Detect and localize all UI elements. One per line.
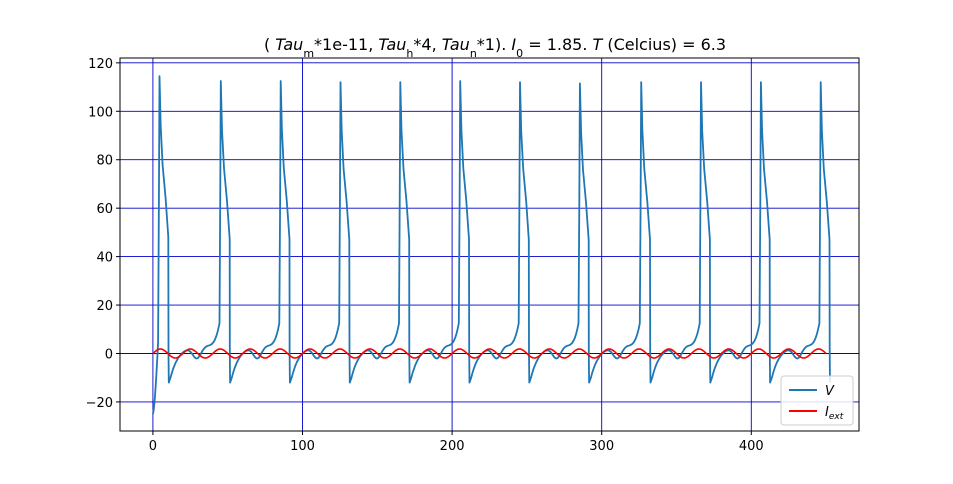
title-part: (Celcius) = 6.3	[602, 35, 726, 54]
y-tick-label: 80	[96, 154, 113, 169]
x-tick-label: 400	[739, 439, 764, 454]
title-part: Tau	[275, 35, 303, 54]
x-tick-label: 200	[440, 439, 465, 454]
legend-label-main: I	[825, 405, 829, 420]
plot-frame	[119, 57, 860, 432]
grid	[120, 58, 859, 431]
title-part: = 1.85.	[523, 35, 592, 54]
chart-title: ( Taum*1e-11, Tauh*4, Taun*1). I0 = 1.85…	[264, 35, 726, 60]
title-part: Tau	[442, 35, 470, 54]
title-part: *1).	[477, 35, 512, 54]
y-tick-label: 40	[96, 251, 113, 266]
title-part: n	[470, 47, 477, 60]
title-part: I	[511, 35, 516, 54]
axes: 0 100 200 300 400 −20 0 20 40 60 80 100 120	[86, 57, 764, 454]
x-tick-label: 300	[589, 439, 614, 454]
legend-label-main: V	[825, 384, 835, 399]
legend-box	[780, 375, 854, 426]
y-tick-label: 0	[105, 347, 113, 362]
title-part: T	[592, 35, 603, 54]
legend-label: V	[825, 384, 835, 399]
series-line-iext	[152, 348, 827, 359]
series-line-v	[152, 75, 831, 415]
title-part: 0	[516, 47, 523, 60]
title-part: h	[406, 47, 413, 60]
series-layer	[152, 75, 831, 415]
title-part: (	[264, 35, 275, 54]
title-part: Tau	[378, 35, 406, 54]
title-part: m	[303, 47, 314, 60]
y-tick-label: 20	[96, 299, 113, 314]
legend-label-sub: ext	[829, 412, 844, 422]
x-tick-label: 100	[290, 439, 315, 454]
y-tick-label: 60	[96, 202, 113, 217]
title-part: *4,	[413, 35, 441, 54]
y-tick-label: 120	[88, 57, 113, 72]
title-part: *1e-11,	[314, 35, 378, 54]
y-tick-label: 100	[88, 105, 113, 120]
legend-label: Iext	[825, 405, 844, 422]
y-tick-label: −20	[86, 396, 113, 411]
x-tick-label: 0	[149, 439, 157, 454]
